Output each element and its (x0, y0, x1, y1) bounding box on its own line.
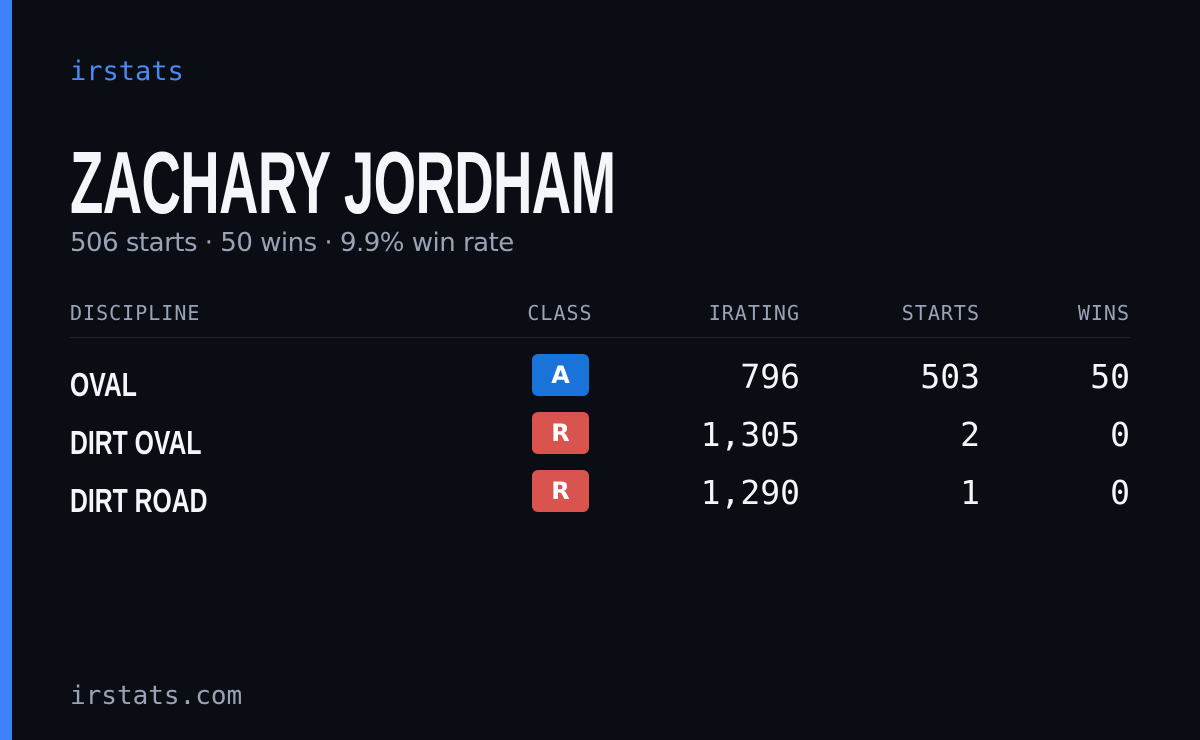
column-header: IRATING (708, 301, 800, 325)
class-badge: A (532, 354, 589, 396)
driver-name: ZACHARY JORDHAM (70, 133, 616, 232)
accent-bar (0, 0, 12, 740)
irating: 1,290 (700, 473, 800, 512)
column-header: WINS (1077, 301, 1130, 325)
column-header: CLASS (527, 301, 593, 325)
footer: irstats.com (70, 681, 243, 711)
discipline: DIRT ROAD (70, 482, 208, 519)
wins: 50 (1090, 357, 1130, 396)
header-rule (70, 337, 1130, 338)
wins: 0 (1110, 415, 1130, 454)
column-header: STARTS (901, 301, 980, 325)
summary: 506 starts · 50 wins · 9.9% win rate (70, 228, 514, 258)
class-badge: R (532, 470, 589, 512)
starts: 2 (960, 415, 980, 454)
class-badge: R (532, 412, 589, 454)
starts: 503 (920, 357, 980, 396)
column-header: DISCIPLINE (70, 301, 201, 325)
wins: 0 (1110, 473, 1130, 512)
irating: 796 (740, 357, 800, 396)
starts: 1 (960, 473, 980, 512)
discipline: OVAL (70, 366, 137, 403)
discipline: DIRT OVAL (70, 424, 202, 461)
brand: irstats (70, 56, 184, 87)
irating: 1,305 (700, 415, 800, 454)
